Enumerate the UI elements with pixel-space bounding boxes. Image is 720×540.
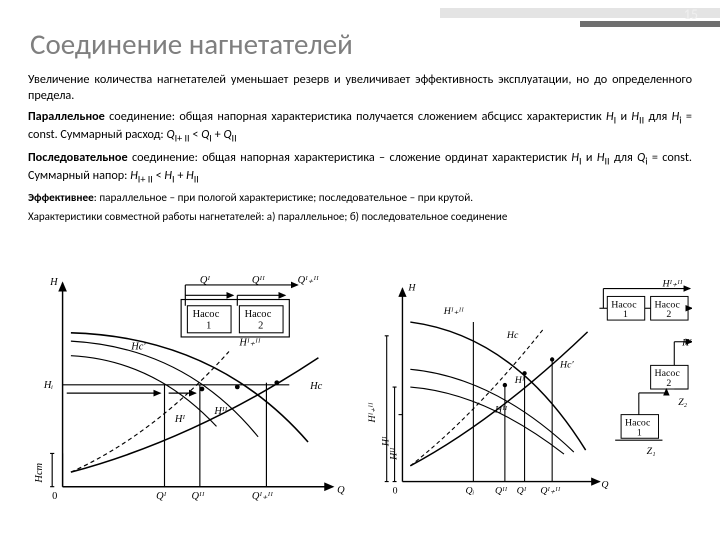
svg-text:1: 1 xyxy=(206,321,211,332)
svg-text:Qᴵ₊ᴵᴵ: Qᴵ₊ᴵᴵ xyxy=(298,275,319,286)
series-label: Последовательное xyxy=(28,150,128,165)
svg-text:Qᴵᴵ: Qᴵᴵ xyxy=(252,275,265,286)
effective-label: Эффективнее xyxy=(28,191,94,205)
svg-text:2: 2 xyxy=(666,378,671,389)
svg-text:Z₂: Z₂ xyxy=(678,397,687,408)
svg-text:H: H xyxy=(49,277,58,288)
svg-text:Hᴵᴵ: Hᴵᴵ xyxy=(389,447,400,461)
svg-text:Qᴵ₊ᴵᴵ: Qᴵ₊ᴵᴵ xyxy=(540,485,560,496)
decor-bars xyxy=(440,8,720,27)
svg-text:Qᵢ: Qᵢ xyxy=(465,485,474,496)
svg-text:Z₁: Z₁ xyxy=(647,446,656,457)
svg-text:Hᴵ₊ᴵᴵ: Hᴵ₊ᴵᴵ xyxy=(681,338,692,349)
svg-text:2: 2 xyxy=(258,321,263,332)
parallel-paragraph: Параллельное соединение: общая напорная … xyxy=(28,109,692,145)
effective-paragraph: Эффективнее: параллельное – при пологой … xyxy=(28,191,692,206)
svg-text:Hᵢ: Hᵢ xyxy=(43,380,54,391)
svg-text:Hᴵ₊ᴵᴵ: Hᴵ₊ᴵᴵ xyxy=(661,279,682,290)
figure-parallel: H Q 0 Насос 1 Насос 2 Qᴵ Qᴵᴵ Qᴵ₊ᴵᴵ Hст xyxy=(28,260,353,520)
body-text: Увеличение количества нагнетателей умень… xyxy=(28,72,692,230)
page-number: 15 xyxy=(684,6,698,23)
svg-text:Hс′: Hс′ xyxy=(130,341,146,352)
parallel-label: Параллельное xyxy=(28,109,105,124)
svg-text:Qᴵ: Qᴵ xyxy=(517,485,527,496)
svg-text:Qᴵ: Qᴵ xyxy=(156,491,167,502)
svg-text:0: 0 xyxy=(393,485,398,496)
svg-text:Hс: Hс xyxy=(506,330,519,341)
page-title: Соединение нагнетателей xyxy=(30,26,353,62)
svg-text:1: 1 xyxy=(637,427,642,438)
svg-text:Hс: Hс xyxy=(309,381,323,392)
svg-text:Hᴵ₊ᴵᴵ: Hᴵ₊ᴵᴵ xyxy=(443,306,464,317)
figure-series: H Q 0 Насос 1 Насос 2 Hᴵ₊ᴵᴵ Насос 2 Насо… xyxy=(367,260,692,520)
svg-text:Qᴵᴵ: Qᴵᴵ xyxy=(495,485,508,496)
svg-text:Qᴵ₊ᴵᴵ: Qᴵ₊ᴵᴵ xyxy=(252,491,273,502)
svg-text:Насос: Насос xyxy=(245,309,272,320)
svg-text:Hᴵᴵ: Hᴵᴵ xyxy=(494,405,508,416)
svg-text:Qᴵᴵ: Qᴵᴵ xyxy=(192,491,205,502)
svg-text:H: H xyxy=(407,283,416,294)
intro-paragraph: Увеличение количества нагнетателей умень… xyxy=(28,72,692,104)
svg-text:2: 2 xyxy=(666,309,671,320)
svg-text:Hᴵ: Hᴵ xyxy=(174,414,186,425)
svg-text:Hᴵ₊ᴵᴵ: Hᴵ₊ᴵᴵ xyxy=(367,402,378,423)
svg-text:Hᴵ: Hᴵ xyxy=(514,375,525,386)
figure-caption: Характеристики совместной работы нагнета… xyxy=(28,210,692,225)
svg-text:Q: Q xyxy=(601,480,608,491)
svg-text:Насос: Насос xyxy=(193,309,220,320)
svg-text:Hс′: Hс′ xyxy=(559,359,574,370)
svg-text:Qᴵ: Qᴵ xyxy=(200,275,211,286)
svg-text:Q: Q xyxy=(337,485,345,496)
svg-text:0: 0 xyxy=(52,491,57,502)
svg-text:Hᴵ₊ᴵᴵ: Hᴵ₊ᴵᴵ xyxy=(238,337,260,348)
series-paragraph: Последовательное соединение: общая напор… xyxy=(28,150,692,186)
slide: 15 Соединение нагнетателей Увеличение ко… xyxy=(0,0,720,540)
svg-text:1: 1 xyxy=(623,309,628,320)
svg-text:Hᴵ: Hᴵ xyxy=(381,436,392,447)
figures-row: H Q 0 Насос 1 Насос 2 Qᴵ Qᴵᴵ Qᴵ₊ᴵᴵ Hст xyxy=(28,260,692,520)
svg-text:Hст: Hст xyxy=(34,462,45,483)
svg-text:Hᴵᴵ: Hᴵᴵ xyxy=(213,406,227,417)
